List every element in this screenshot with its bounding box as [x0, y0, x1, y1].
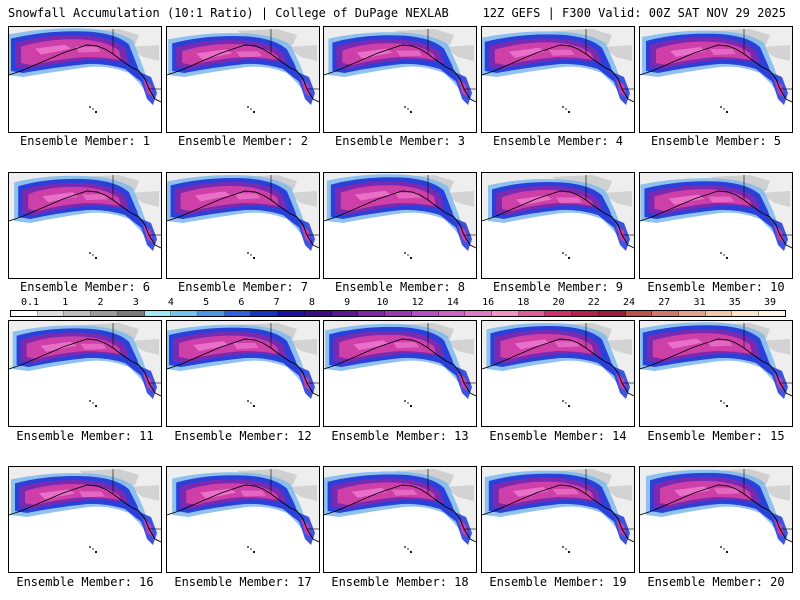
ensemble-member-label: Ensemble Member: 4	[492, 134, 624, 148]
legend-tick-label: 16	[482, 297, 495, 308]
ensemble-member-label: Ensemble Member: 1	[19, 134, 151, 148]
legend-swatch	[385, 311, 412, 316]
legend-swatch	[331, 311, 359, 316]
legend-tick-label: 5	[203, 297, 210, 308]
legend-swatch	[572, 311, 599, 316]
ensemble-member-label: Ensemble Member: 10	[647, 280, 785, 294]
ensemble-member-map	[8, 26, 162, 133]
legend-tick-label: 10	[376, 297, 389, 308]
ensemble-member-label: Ensemble Member: 20	[647, 575, 785, 589]
legend-tick-label: 14	[446, 297, 459, 308]
ensemble-member-label: Ensemble Member: 5	[650, 134, 782, 148]
legend-tick-label: 4	[167, 297, 174, 308]
color-legend: 0.1 1 2 3 4 5 6 7 8 9 10 12 14 16 18 20 22 24 27 31 35 39	[10, 297, 786, 319]
legend-tick-label: 35	[728, 297, 741, 308]
ensemble-member-map	[481, 320, 635, 427]
ensemble-member-label: Ensemble Member: 6	[19, 280, 151, 294]
legend-swatch	[625, 311, 653, 316]
ensemble-member-label: Ensemble Member: 14	[489, 429, 627, 443]
legend-tick-label: 27	[658, 297, 671, 308]
legend-tick-label: 1	[62, 297, 69, 308]
legend-tick-label: 24	[623, 297, 636, 308]
ensemble-member-map	[481, 26, 635, 133]
map-title: Snowfall Accumulation (10:1 Ratio) | Col…	[8, 6, 449, 20]
ensemble-member-label: Ensemble Member: 19	[489, 575, 627, 589]
legend-swatch	[518, 311, 546, 316]
legend-swatch	[304, 311, 332, 316]
run-valid-info: 12Z GEFS | F300 Valid: 00Z SAT NOV 29 20…	[482, 6, 786, 20]
legend-color-bar	[10, 310, 786, 317]
ensemble-member-map	[166, 320, 320, 427]
ensemble-member-label: Ensemble Member: 9	[492, 280, 624, 294]
ensemble-member-label: Ensemble Member: 2	[177, 134, 309, 148]
legend-tick-label: 0.1	[20, 297, 40, 308]
legend-swatch	[465, 311, 492, 316]
legend-swatch	[678, 311, 706, 316]
ensemble-member-map	[639, 172, 793, 279]
legend-swatch	[11, 311, 38, 316]
ensemble-member-label: Ensemble Member: 12	[174, 429, 312, 443]
legend-swatch	[491, 311, 519, 316]
ensemble-member-map	[639, 466, 793, 573]
legend-tick-label: 9	[344, 297, 351, 308]
legend-tick-label: 18	[517, 297, 530, 308]
ensemble-member-label: Ensemble Member: 16	[16, 575, 154, 589]
ensemble-member-label: Ensemble Member: 3	[334, 134, 466, 148]
legend-swatch	[705, 311, 733, 316]
ensemble-member-label: Ensemble Member: 11	[16, 429, 154, 443]
ensemble-member-map	[166, 26, 320, 133]
ensemble-member-map	[323, 26, 477, 133]
ensemble-member-map	[166, 466, 320, 573]
legend-swatch	[438, 311, 466, 316]
legend-swatch	[358, 311, 386, 316]
ensemble-member-map	[481, 172, 635, 279]
ensemble-member-label: Ensemble Member: 8	[334, 280, 466, 294]
ensemble-member-map	[8, 466, 162, 573]
ensemble-member-label: Ensemble Member: 17	[174, 575, 312, 589]
ensemble-member-map	[323, 172, 477, 279]
legend-swatch	[652, 311, 679, 316]
ensemble-member-label: Ensemble Member: 7	[177, 280, 309, 294]
legend-swatch	[545, 311, 573, 316]
ensemble-member-label: Ensemble Member: 15	[647, 429, 785, 443]
legend-tick-label: 12	[411, 297, 424, 308]
ensemble-member-map	[323, 466, 477, 573]
ensemble-member-map	[8, 172, 162, 279]
ensemble-member-map	[639, 26, 793, 133]
legend-tick-label: 8	[308, 297, 315, 308]
legend-swatch	[598, 311, 626, 316]
legend-swatch	[171, 311, 199, 316]
legend-swatch	[224, 311, 252, 316]
legend-tick-label: 22	[587, 297, 600, 308]
legend-swatch	[144, 311, 172, 316]
ensemble-member-map	[323, 320, 477, 427]
legend-swatch	[759, 311, 785, 316]
legend-tick-label: 31	[693, 297, 706, 308]
ensemble-member-label: Ensemble Member: 13	[331, 429, 469, 443]
legend-tick-label: 7	[273, 297, 280, 308]
legend-swatch	[278, 311, 305, 316]
legend-swatch	[198, 311, 225, 316]
ensemble-member-label: Ensemble Member: 18	[331, 575, 469, 589]
ensemble-member-map	[639, 320, 793, 427]
legend-swatch	[411, 311, 439, 316]
legend-tick-label: 6	[238, 297, 245, 308]
legend-swatch	[251, 311, 279, 316]
legend-swatch	[91, 311, 118, 316]
legend-tick-label: 3	[132, 297, 139, 308]
legend-tick-label: 39	[763, 297, 777, 308]
legend-swatch	[117, 311, 145, 316]
legend-swatch	[37, 311, 65, 316]
legend-swatch	[732, 311, 760, 316]
ensemble-member-map	[8, 320, 162, 427]
legend-tick-label: 20	[552, 297, 565, 308]
legend-swatch	[64, 311, 92, 316]
legend-tick-label: 2	[97, 297, 104, 308]
ensemble-member-map	[166, 172, 320, 279]
ensemble-member-map	[481, 466, 635, 573]
